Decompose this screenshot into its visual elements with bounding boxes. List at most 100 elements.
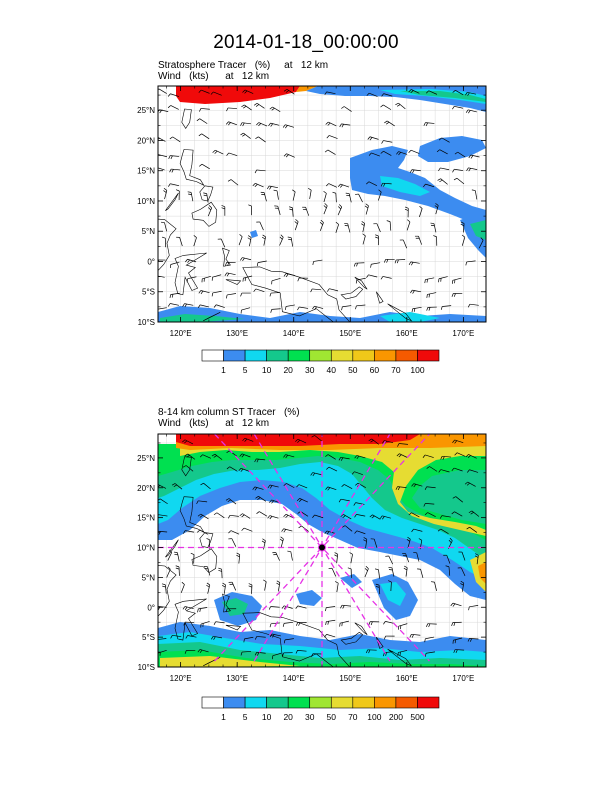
wind-barb-staff (378, 585, 381, 595)
wind-barb-staff (270, 606, 280, 608)
wind-barb-staff (243, 527, 253, 532)
wind-barb (454, 452, 466, 457)
wind-barb-staff (286, 153, 295, 158)
wind-barb (238, 234, 243, 246)
wind-barb (325, 121, 337, 127)
x-tick-label: 140°E (283, 674, 305, 683)
wind-barb-feather (199, 454, 203, 458)
colorbar-label: 30 (305, 365, 315, 375)
wind-barb (272, 652, 282, 660)
wind-barb-feather (434, 205, 438, 208)
wind-barb (377, 189, 382, 201)
wind-barb-staff (231, 582, 237, 591)
wind-barb-staff (283, 621, 294, 624)
wind-barb (403, 565, 408, 577)
wind-barb (452, 496, 464, 503)
wind-barb-staff (469, 303, 479, 306)
wind-barb-staff (200, 513, 209, 520)
wind-barb (386, 220, 392, 231)
wind-barb-staff (398, 151, 408, 155)
wind-barb-staff (425, 636, 435, 640)
wind-barb (411, 306, 422, 313)
wind-barb-feather (409, 634, 412, 638)
wind-barb-staff (425, 183, 435, 188)
wind-barb-feather (184, 303, 187, 308)
wind-barb (272, 552, 280, 561)
wind-barb-staff (227, 293, 237, 296)
y-tick-label: 10°S (138, 318, 155, 327)
wind-barb-staff (343, 106, 352, 112)
wind-barb-staff (187, 453, 196, 460)
wind-barb (283, 273, 295, 278)
wind-barb (325, 486, 337, 491)
wind-barb-staff (468, 454, 477, 459)
wind-barb-staff (230, 530, 240, 535)
wind-barb-feather (225, 262, 227, 266)
wind-barb-feather (197, 608, 199, 613)
wind-barb-feather (159, 109, 162, 114)
wind-barb-feather (408, 89, 412, 93)
wind-barb-staff (158, 88, 167, 94)
colorbar-swatch (352, 349, 375, 362)
wind-barb (176, 236, 183, 247)
wind-barb (242, 89, 254, 94)
wind-barb-feather (212, 149, 216, 153)
wind-barb (325, 619, 336, 626)
wind-barb (198, 290, 210, 295)
colorbar-label: 50 (327, 712, 337, 722)
wind-barb (423, 503, 435, 507)
wind-barb-staff (388, 555, 393, 565)
wind-barb-feather (453, 177, 458, 181)
wind-barb (254, 458, 266, 463)
wind-barb-feather (269, 292, 272, 297)
wind-barb-feather (169, 549, 172, 553)
wind-barb-feather (297, 306, 300, 311)
x-tick-label: 120°E (170, 674, 192, 683)
wind-barb-feather (408, 261, 412, 266)
wind-barb (396, 453, 408, 458)
wind-barb-feather (242, 134, 246, 137)
wind-barb-feather (281, 605, 285, 609)
wind-barb (274, 205, 281, 215)
wind-barb-staff (340, 183, 350, 188)
wind-barb-feather (449, 537, 453, 541)
wind-barb (471, 189, 478, 200)
wind-barb-staff (292, 191, 296, 201)
wind-barb-feather (279, 236, 283, 240)
wind-barb-feather (226, 273, 230, 277)
wind-barb-feather (270, 309, 273, 313)
wind-barb (362, 233, 366, 245)
wind-barb (398, 623, 408, 630)
wind-barb-staff (276, 190, 279, 200)
wind-barb-feather (311, 435, 315, 438)
wind-barb (282, 621, 294, 627)
wind-barb-feather (197, 513, 201, 517)
wind-barb (464, 481, 476, 487)
wind-barb-feather (167, 105, 171, 109)
wind-barb (406, 219, 411, 231)
bottom-cross-section-overlay (158, 434, 486, 667)
wind-barb (247, 235, 252, 247)
wind-barb-staff (199, 649, 209, 653)
wind-barb (263, 579, 267, 591)
wind-barb-feather (222, 582, 226, 586)
wind-barb-feather (210, 91, 214, 95)
wind-barb-staff (286, 483, 295, 489)
wind-barb (228, 538, 237, 547)
wind-barb-feather (158, 88, 160, 91)
y-tick-label: 25°N (137, 454, 155, 463)
wind-barb (283, 454, 295, 459)
wind-barb (443, 554, 451, 564)
wind-barb-staff (382, 515, 391, 519)
wind-barb (426, 466, 438, 472)
wind-barb-feather (272, 634, 275, 638)
wind-barb-staff (198, 607, 208, 610)
wind-barb (370, 262, 381, 268)
wind-barb-staff (271, 633, 281, 637)
wind-barb (222, 582, 226, 594)
wind-barb-feather (327, 621, 329, 625)
wind-barb-staff (356, 530, 366, 535)
colorbar-label: 5 (243, 712, 248, 722)
wind-barb (297, 306, 309, 311)
wind-barb-feather (187, 259, 190, 263)
